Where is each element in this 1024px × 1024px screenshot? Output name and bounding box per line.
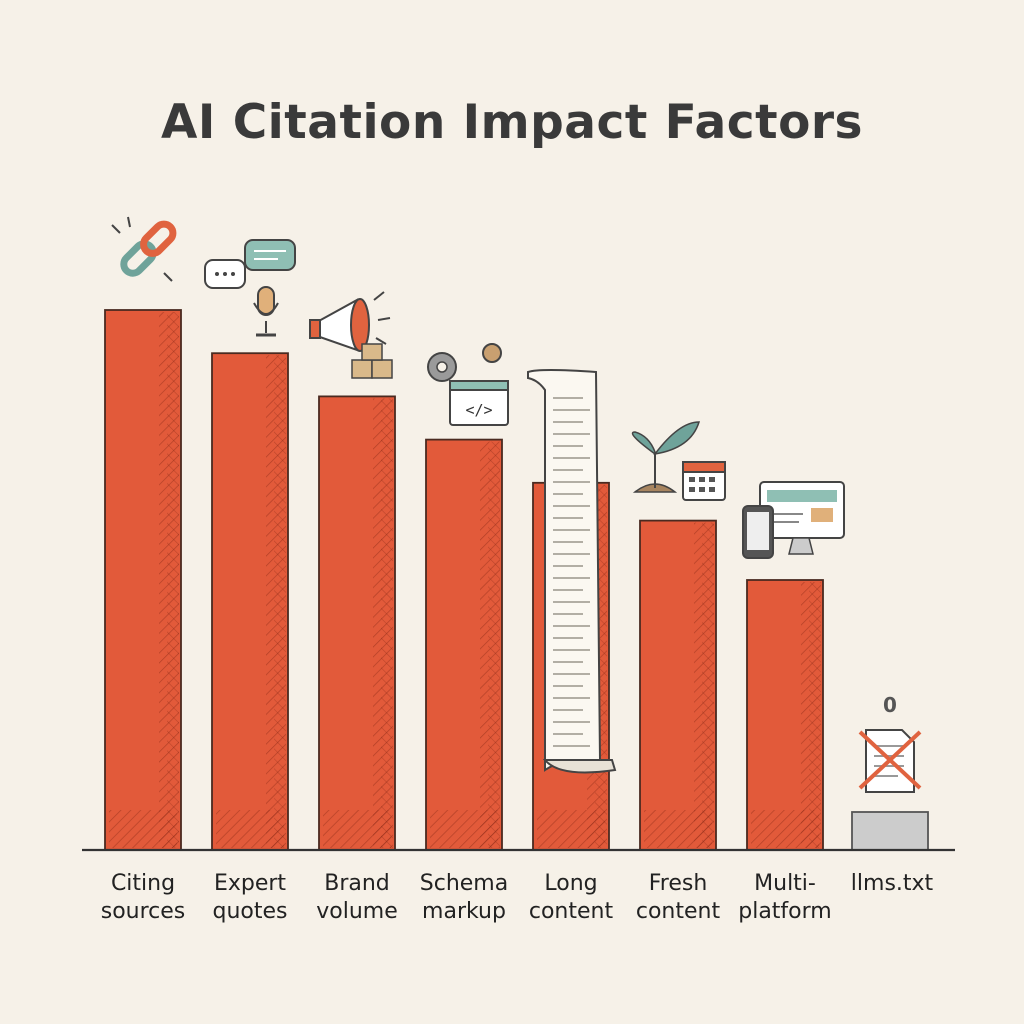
chart-title: AI Citation Impact Factors <box>161 95 863 150</box>
x-tick-label-4: Long content <box>529 871 614 924</box>
labels-layer: Citing sources Expert quotes Brand volume Sche… <box>101 693 934 924</box>
crossed-document-icon <box>858 729 922 793</box>
svg-text:</>: </> <box>465 401 492 419</box>
bar-3 <box>425 438 503 851</box>
bar-5 <box>639 519 717 851</box>
devices-icon <box>742 481 845 559</box>
bar-0 <box>104 309 182 851</box>
speech-microphone-icon <box>204 239 296 337</box>
bar-2 <box>318 395 396 851</box>
gear-code-icon: </> <box>427 343 509 426</box>
x-tick-label-2: Brand volume <box>316 871 398 924</box>
bars-layer <box>104 309 929 851</box>
bar-6 <box>746 579 824 851</box>
x-tick-label-6: Multi-platform <box>738 871 831 924</box>
scroll-icon <box>527 369 617 774</box>
x-tick-label-1: Expert quotes <box>213 871 288 924</box>
bar-1 <box>211 352 289 851</box>
data-label-7: 0 <box>883 693 897 717</box>
bar-7 <box>851 811 929 851</box>
x-tick-label-0: Citing sources <box>101 871 186 924</box>
sprout-calendar-icon <box>631 421 726 501</box>
x-tick-label-5: Fresh content <box>636 871 721 924</box>
megaphone-icon <box>309 291 393 379</box>
x-tick-label-3: Schema markup <box>420 871 508 924</box>
x-tick-label-7: llms.txt <box>851 871 934 896</box>
link-icon <box>111 216 177 282</box>
